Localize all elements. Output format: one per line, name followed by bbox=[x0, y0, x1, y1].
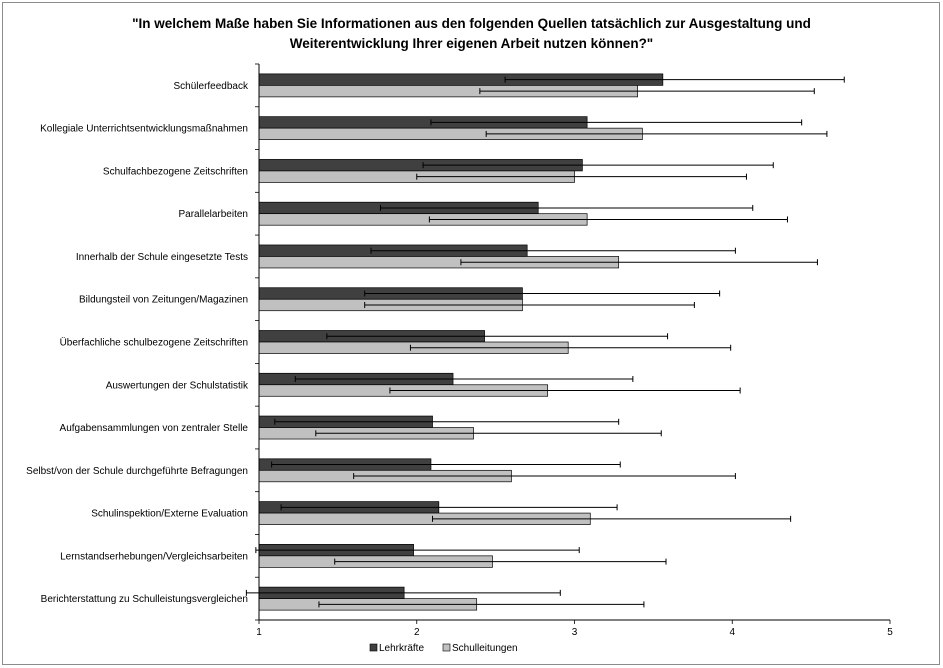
category-label: Aufgabensammlungen von zentraler Stelle bbox=[60, 423, 249, 434]
x-tick-label: 1 bbox=[256, 627, 262, 638]
chart-title-line-1: "In welchem Maße haben Sie Informationen… bbox=[132, 16, 811, 31]
category-label: Innerhalb der Schule eingesetzte Tests bbox=[76, 252, 248, 263]
category-label: Lernstandserhebungen/Vergleichsarbeiten bbox=[60, 551, 248, 562]
category-label: Auswertungen der Schulstatistik bbox=[106, 380, 249, 391]
category-label: Berichterstattung zu Schulleistungsvergl… bbox=[41, 594, 248, 605]
x-tick-label: 3 bbox=[572, 627, 578, 638]
category-label: Überfachliche schulbezogene Zeitschrifte… bbox=[60, 337, 248, 349]
x-tick-label: 5 bbox=[887, 627, 893, 638]
legend-swatch-lehrkraefte bbox=[369, 643, 378, 652]
category-label: Parallelarbeiten bbox=[179, 209, 249, 220]
category-label: Schülerfeedback bbox=[174, 81, 249, 92]
chart-title-line-2: Weiterentwicklung Ihrer eigenen Arbeit n… bbox=[289, 36, 654, 51]
category-label: Kollegiale Unterrichtsentwicklungsmaßnah… bbox=[40, 124, 248, 135]
legend-label-lehrkraefte: Lehrkräfte bbox=[379, 643, 424, 654]
legend-swatch-schulleitungen bbox=[442, 643, 451, 652]
category-label: Bildungsteil von Zeitungen/Magazinen bbox=[79, 295, 248, 306]
x-tick-label: 2 bbox=[414, 627, 420, 638]
category-label: Schulinspektion/Externe Evaluation bbox=[91, 509, 248, 520]
category-label: Selbst/von der Schule durchgeführte Befr… bbox=[26, 466, 248, 477]
chart-title: "In welchem Maße haben Sie Informationen… bbox=[0, 14, 943, 54]
category-label: Schulfachbezogene Zeitschriften bbox=[103, 166, 248, 177]
x-tick-label: 4 bbox=[729, 627, 735, 638]
legend-label-schulleitungen: Schulleitungen bbox=[452, 643, 518, 654]
